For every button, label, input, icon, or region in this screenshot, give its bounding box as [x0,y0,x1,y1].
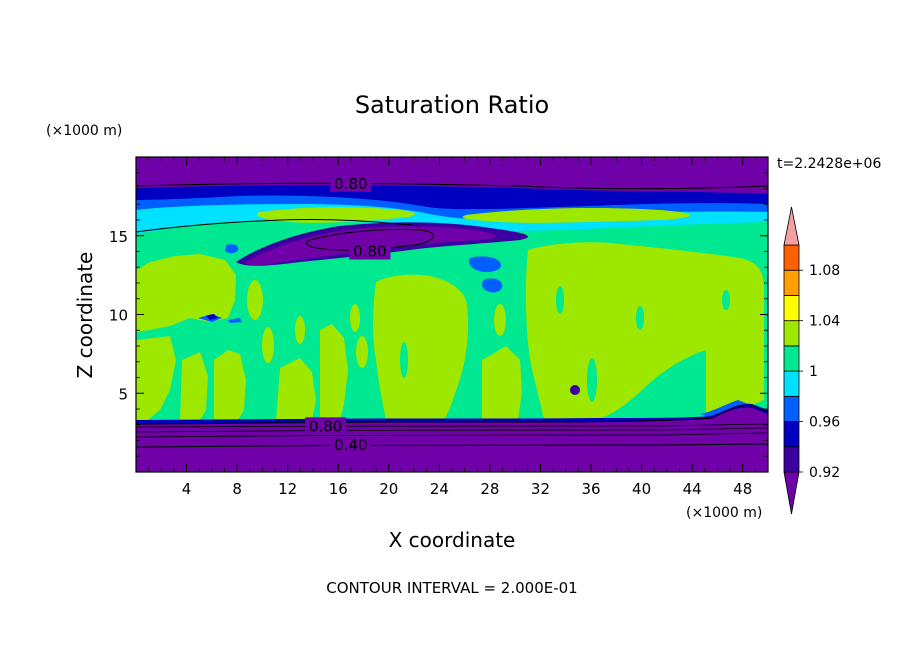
contour-label-bg-2 [349,242,391,260]
contour-label-3: 0.80 [309,417,342,435]
cloud-lime-cell-10 [666,314,678,350]
colorbar-label-4: 1.04 [809,314,840,330]
y-axis-ticks: 5 10 15 [109,172,768,457]
cloud-lime-cell-9 [636,336,648,368]
colorbar-label-2: 0.96 [809,415,840,431]
cloud-lime-cell-3 [350,304,360,332]
x-tick-label-7: 28 [480,480,499,498]
colorbar-label-3: 1 [809,364,818,380]
upper-lime-patch [256,207,415,223]
cloud-lime-cell-5 [393,318,403,342]
y-tick-label-1: 5 [118,385,128,403]
contour-label-bg-3 [305,417,347,435]
cloud-lime-cell-13 [295,316,305,344]
contour-line-top [136,182,768,190]
contour-line-base-4 [136,432,768,438]
contour-label-bg-1 [330,174,372,192]
bottom-layer-purple [136,407,768,472]
cloud-lime-cell-2 [262,327,274,363]
colorbar-segment-3 [783,395,800,422]
cloud-green-cell-5 [722,290,730,310]
colorbar-segment-5 [783,345,800,372]
cloud-green-cell-1 [400,342,408,378]
time-label: t=2.2428e+06 [777,156,881,172]
cloud-lime-cell-11 [695,286,705,314]
cloud-green-cell-3 [636,306,644,330]
colorbar-segment-8 [783,269,800,296]
colorbar-segment-2 [783,421,800,448]
contour-label-2: 0.80 [353,243,386,261]
plot-field [136,157,768,472]
cloud-lime-cell-8 [605,310,619,350]
x-tick-label-6: 24 [430,480,449,498]
contour-labels: 0.800.800.800.40 [305,174,391,454]
colorbar: 0.92 0.96 1 1.04 1.08 [783,206,840,515]
contour-line-base-3 [136,427,768,433]
speck-deep-1 [570,385,580,395]
x-tick-label-8: 32 [531,480,550,498]
cloud-lime-plume-10 [706,330,764,416]
cloud-lime-plume-5 [180,352,208,420]
cloud-lime-cell-1 [247,280,263,320]
speck-blue-2 [228,318,242,323]
contour-label-bg-4 [330,436,372,454]
colorbar-label-1: 0.92 [809,465,840,481]
speck-navy-1 [206,314,218,320]
cloud-green-cell-4 [556,286,564,314]
colorbar-arrow-high [783,206,800,246]
contour-label-1: 0.80 [334,175,367,193]
colorbar-segment-4 [783,370,800,397]
upper-lime-patch-2 [462,207,690,223]
colorbar-arrow-low [783,471,800,515]
x-tick-label-9: 36 [581,480,600,498]
colorbar-segment-1 [783,446,800,473]
colorbar-segment-9 [783,244,800,271]
x-tick-label-4: 16 [329,480,348,498]
speck-blue-3 [700,400,748,418]
cloud-lime-cell-4 [356,336,368,368]
x-tick-label-1: 4 [182,480,192,498]
x-tick-label-5: 20 [379,480,398,498]
cloud-lime-cell-15 [455,318,465,342]
colorbar-label-5: 1.08 [809,263,840,279]
contour-line-bottom [136,443,768,448]
upper-blue-blob-3 [225,244,239,254]
contour-line-base-2 [136,423,768,428]
contour-line-cloud-base [136,405,768,425]
cloud-lime-plume-6 [214,350,246,420]
top-band-navy [136,185,768,211]
x-tick-label-12: 48 [733,480,752,498]
colorbar-segment-7 [783,295,800,322]
cloud-lime-plume-8 [320,324,348,420]
x-axis-label: X coordinate [389,528,516,552]
x-axis-ticks: 4 8 12 16 20 24 28 32 36 40 44 48 [148,157,756,498]
contour-interval-footer: CONTOUR INTERVAL = 2.000E-01 [326,579,577,597]
x-tick-label-10: 40 [632,480,651,498]
y-tick-label-3: 15 [109,228,128,246]
cloud-lime-plume-3 [525,242,764,420]
cloud-lime-plume-4 [136,336,176,420]
y-axis-unit: (×1000 m) [46,123,122,139]
cloud-lime-cell-12 [182,286,194,314]
upper-blue-blob-2 [482,278,503,293]
upper-blue-blob [469,256,502,272]
contour-label-4: 0.40 [334,436,367,454]
contour-line-upper-band [136,218,421,233]
x-axis-unit: (×1000 m) [686,505,762,521]
colorbar-segment-6 [783,320,800,347]
y-axis-label: Z coordinate [73,252,97,379]
contour-line-upper-loop [306,228,434,251]
x-tick-label-3: 12 [278,480,297,498]
cloud-lime-cell-7 [550,322,562,358]
cloud-lime-plume-7 [276,358,316,420]
cloud-lime-plume-9 [482,346,522,420]
chart-title: Saturation Ratio [355,91,549,119]
cloud-lime-cell-14 [415,330,425,350]
x-tick-label-2: 8 [232,480,242,498]
x-tick-label-11: 44 [683,480,702,498]
cloud-green-cell-2 [587,358,597,402]
cloud-lime-cell-6 [494,304,506,336]
y-tick-label-2: 10 [109,307,128,325]
